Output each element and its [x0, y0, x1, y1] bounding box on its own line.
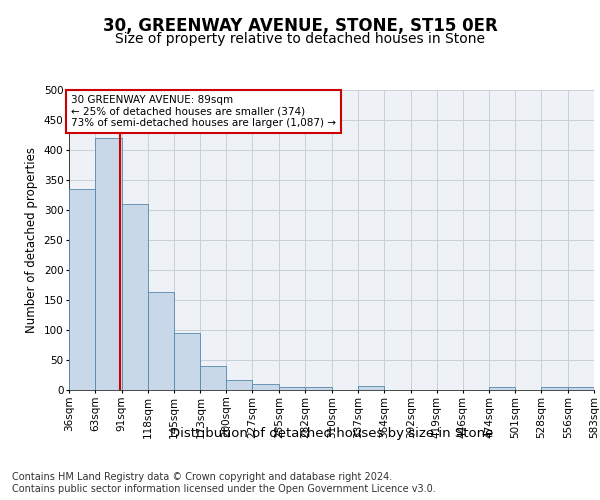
Text: 30 GREENWAY AVENUE: 89sqm
← 25% of detached houses are smaller (374)
73% of semi: 30 GREENWAY AVENUE: 89sqm ← 25% of detac…: [71, 95, 336, 128]
Bar: [541, 387, 568, 390]
Bar: [148, 292, 173, 390]
Bar: [279, 387, 305, 390]
Bar: [173, 333, 200, 390]
Y-axis label: Number of detached properties: Number of detached properties: [25, 147, 38, 333]
Bar: [253, 384, 279, 390]
Text: Distribution of detached houses by size in Stone: Distribution of detached houses by size …: [170, 428, 493, 440]
Text: 30, GREENWAY AVENUE, STONE, ST15 0ER: 30, GREENWAY AVENUE, STONE, ST15 0ER: [103, 18, 497, 36]
Bar: [69, 189, 95, 390]
Bar: [568, 387, 594, 390]
Text: Contains HM Land Registry data © Crown copyright and database right 2024.
Contai: Contains HM Land Registry data © Crown c…: [12, 472, 436, 494]
Bar: [305, 387, 332, 390]
Bar: [200, 366, 226, 390]
Bar: [358, 386, 384, 390]
Text: Size of property relative to detached houses in Stone: Size of property relative to detached ho…: [115, 32, 485, 46]
Bar: [490, 387, 515, 390]
Bar: [122, 204, 148, 390]
Bar: [226, 380, 253, 390]
Bar: [95, 138, 122, 390]
